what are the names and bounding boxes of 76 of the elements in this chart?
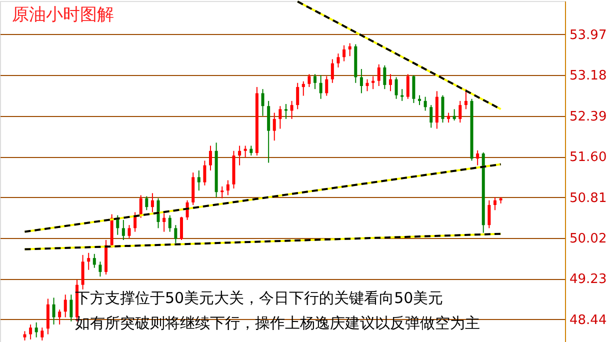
candlestick: [81, 254, 84, 290]
candlestick: [325, 76, 328, 96]
candlestick: [296, 82, 300, 110]
candlestick: [319, 74, 322, 100]
candlestick: [348, 42, 352, 57]
y-tick-label: 52.39: [570, 109, 607, 124]
candlestick: [197, 170, 200, 192]
candlestick: [209, 145, 212, 171]
y-tick-label: 49.23: [570, 272, 607, 288]
candlestick: [488, 200, 491, 229]
candlestick: [58, 309, 62, 325]
candlestick: [238, 145, 242, 166]
candlestick: [441, 94, 444, 124]
y-tick-label: 50.81: [570, 190, 607, 206]
candlestick: [412, 74, 416, 104]
y-tick-label: 50.02: [570, 231, 607, 246]
candlestick: [424, 96, 427, 112]
candlestick: [150, 192, 154, 213]
candlestick: [23, 330, 26, 341]
candlestick: [168, 214, 172, 232]
candlestick: [226, 180, 230, 196]
candlestick: [430, 104, 433, 128]
candlestick: [458, 100, 462, 124]
candlestick: [180, 216, 183, 241]
y-tick-label: 48.44: [570, 312, 607, 328]
candlestick: [400, 88, 404, 102]
candlestick: [98, 261, 102, 278]
candlestick: [128, 224, 131, 238]
candlestick: [493, 196, 496, 211]
candlestick: [388, 74, 392, 92]
candlestick: [290, 100, 294, 120]
candlestick: [314, 74, 317, 90]
candlestick: [394, 76, 398, 100]
candlestick: [308, 74, 311, 88]
candlestick: [452, 108, 456, 122]
y-tick-label: 53.97: [570, 28, 607, 43]
candlestick: [360, 68, 363, 94]
candlestick: [244, 145, 247, 158]
candlestick: [261, 88, 264, 116]
candlestick: [447, 112, 450, 124]
candlestick: [70, 294, 73, 322]
candlestick: [302, 80, 305, 96]
candlestick: [330, 58, 334, 84]
candlestick: [64, 294, 67, 318]
candlestick: [162, 212, 166, 232]
chart-title: 原油小时图解: [12, 5, 114, 25]
y-tick-label: 51.60: [570, 150, 607, 166]
candlestick: [464, 88, 468, 110]
y-tick-label: 53.18: [570, 68, 607, 84]
annotation: 如有所突破则将继续下行，操作上杨逸庆建议以反弹做空为主: [75, 314, 480, 332]
candlestick: [418, 94, 422, 106]
candlestick: [139, 194, 142, 218]
candlestick: [34, 322, 38, 338]
candlestick: [156, 198, 160, 229]
candlestick: [284, 104, 288, 120]
candlestick: [366, 78, 369, 92]
candlestick: [406, 74, 410, 100]
candlestick: [377, 64, 380, 86]
candlestick: [174, 224, 178, 244]
candlestick: [122, 219, 125, 241]
candlestick: [40, 327, 44, 341]
candlestick: [250, 145, 253, 156]
candlestick: [272, 112, 276, 142]
candlestick: [336, 53, 340, 68]
candlestick: [203, 160, 206, 186]
candlestick: [52, 297, 56, 325]
candlestick: [278, 106, 282, 130]
candlestick: [220, 186, 224, 199]
candlestick: [476, 150, 480, 166]
candlestick: [342, 44, 346, 62]
candlestick: [92, 253, 96, 268]
candlestick: [372, 76, 375, 90]
candlestick: [29, 324, 32, 340]
candlestick: [87, 252, 90, 270]
candlestick: [145, 196, 148, 211]
candlestick: [383, 64, 386, 90]
